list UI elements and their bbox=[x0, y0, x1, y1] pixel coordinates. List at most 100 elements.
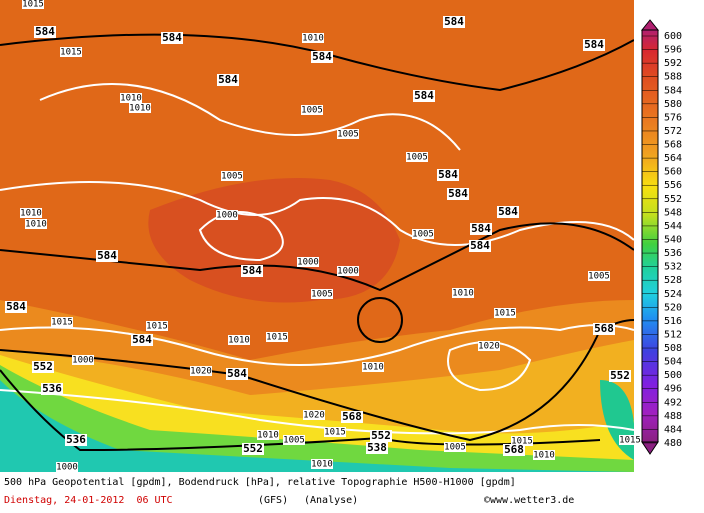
contour-label-bg bbox=[217, 74, 239, 86]
contour-label-bg bbox=[443, 16, 465, 28]
pressure-label-bg bbox=[56, 462, 78, 472]
pressure-label-bg bbox=[412, 229, 434, 239]
contour-label-bg bbox=[366, 442, 388, 454]
pressure-label: 1000 bbox=[72, 356, 94, 366]
pressure-label: 1015 bbox=[511, 437, 533, 447]
pressure-label-bg bbox=[302, 33, 324, 43]
contour-label: 568 bbox=[342, 410, 362, 423]
colorbar-label: 544 bbox=[664, 221, 682, 232]
pressure-label-bg bbox=[72, 355, 94, 365]
pressure-label-bg bbox=[588, 271, 610, 281]
contour-label: 552 bbox=[33, 360, 53, 373]
contour-label-bg bbox=[609, 370, 631, 382]
contour-label: 584 bbox=[97, 249, 117, 262]
pressure-label-bg bbox=[228, 335, 250, 345]
contour-label: 584 bbox=[584, 38, 604, 51]
pressure-label-bg bbox=[297, 257, 319, 267]
pressure-label-bg bbox=[283, 435, 305, 445]
colorbar-label: 508 bbox=[664, 343, 682, 354]
colorbar-label: 484 bbox=[664, 424, 682, 435]
contour-label-bg bbox=[41, 383, 63, 395]
pressure-label: 1005 bbox=[588, 272, 610, 282]
colorbar-label: 600 bbox=[664, 31, 682, 42]
colorbar-label: 500 bbox=[664, 370, 682, 381]
contour-label: 584 bbox=[470, 239, 490, 252]
pressure-label: 1010 bbox=[228, 336, 250, 346]
contour-label: 536 bbox=[66, 433, 86, 446]
contour-label-bg bbox=[34, 26, 56, 38]
pressure-label: 1015 bbox=[324, 428, 346, 438]
contour-label: 584 bbox=[6, 300, 26, 313]
map-area bbox=[0, 0, 634, 472]
pressure-label: 1015 bbox=[266, 333, 288, 343]
colorbar-label: 536 bbox=[664, 248, 682, 259]
pressure-label-bg bbox=[120, 93, 142, 103]
pressure-label: 1010 bbox=[257, 431, 279, 441]
pressure-label: 1000 bbox=[337, 267, 359, 277]
pressure-label-bg bbox=[311, 289, 333, 299]
pressure-label: 1010 bbox=[311, 460, 333, 470]
colorbar-label: 524 bbox=[664, 289, 682, 300]
pressure-label: 1015 bbox=[494, 309, 516, 319]
colorbar-label: 540 bbox=[664, 235, 682, 246]
pressure-label-bg bbox=[337, 129, 359, 139]
contour-label-bg bbox=[65, 434, 87, 446]
colorbar-label: 556 bbox=[664, 180, 682, 191]
pressure-label-bg bbox=[25, 219, 47, 229]
pressure-label: 1010 bbox=[452, 289, 474, 299]
pressure-label: 1005 bbox=[283, 436, 305, 446]
pressure-label-bg bbox=[20, 208, 42, 218]
colorbar-label: 548 bbox=[664, 207, 682, 218]
colorbar-label: 592 bbox=[664, 58, 682, 69]
pressure-label-bg bbox=[533, 450, 555, 460]
pressure-label-bg bbox=[221, 171, 243, 181]
pressure-label: 1005 bbox=[221, 172, 243, 182]
colorbar-label: 564 bbox=[664, 153, 682, 164]
pressure-label-bg bbox=[190, 366, 212, 376]
contour-label: 584 bbox=[498, 205, 518, 218]
contour-label: 552 bbox=[610, 369, 630, 382]
pressure-label: 1010 bbox=[302, 34, 324, 44]
colorbar-label: 576 bbox=[664, 112, 682, 123]
contour-label-bg bbox=[241, 265, 263, 277]
contour-label-bg bbox=[469, 240, 491, 252]
pressure-label: 1010 bbox=[120, 94, 142, 104]
colorbar-label: 496 bbox=[664, 384, 682, 395]
pressure-label: 1015 bbox=[22, 0, 44, 10]
pressure-label: 1005 bbox=[412, 230, 434, 240]
colorbar-label: 580 bbox=[664, 99, 682, 110]
pressure-label-bg bbox=[511, 436, 533, 446]
colorbar-label: 568 bbox=[664, 140, 682, 151]
colorbar-label: 532 bbox=[664, 262, 682, 273]
colorbar-label: 596 bbox=[664, 45, 682, 56]
colorbar-label: 584 bbox=[664, 85, 682, 96]
contour-label-bg bbox=[593, 323, 615, 335]
contour-label-bg bbox=[341, 411, 363, 423]
contour-label: 584 bbox=[448, 187, 468, 200]
caption-model: (GFS) bbox=[258, 495, 288, 506]
pressure-label: 1005 bbox=[301, 106, 323, 116]
pressure-label-bg bbox=[303, 410, 325, 420]
contour-label: 552 bbox=[243, 442, 263, 455]
pressure-label: 1010 bbox=[362, 363, 384, 373]
pressure-label-bg bbox=[337, 266, 359, 276]
contour-label: 584 bbox=[132, 333, 152, 346]
contour-label: 552 bbox=[371, 429, 391, 442]
colorbar-label: 528 bbox=[664, 275, 682, 286]
pressure-label-bg bbox=[129, 103, 151, 113]
contour-label-bg bbox=[583, 39, 605, 51]
contour-label-bg bbox=[242, 443, 264, 455]
contour-label: 584 bbox=[162, 31, 182, 44]
pressure-label-bg bbox=[51, 317, 73, 327]
pressure-label-bg bbox=[406, 152, 428, 162]
contour-label: 568 bbox=[594, 322, 614, 335]
pressure-label: 1005 bbox=[311, 290, 333, 300]
caption-source: ©www.wetter3.de bbox=[484, 495, 574, 506]
contour-label-bg bbox=[503, 444, 525, 456]
pressure-label: 1015 bbox=[619, 436, 641, 446]
contour-label: 584 bbox=[218, 73, 238, 86]
contour-label-bg bbox=[437, 169, 459, 181]
pressure-label-bg bbox=[22, 0, 44, 9]
pressure-label: 1015 bbox=[51, 318, 73, 328]
